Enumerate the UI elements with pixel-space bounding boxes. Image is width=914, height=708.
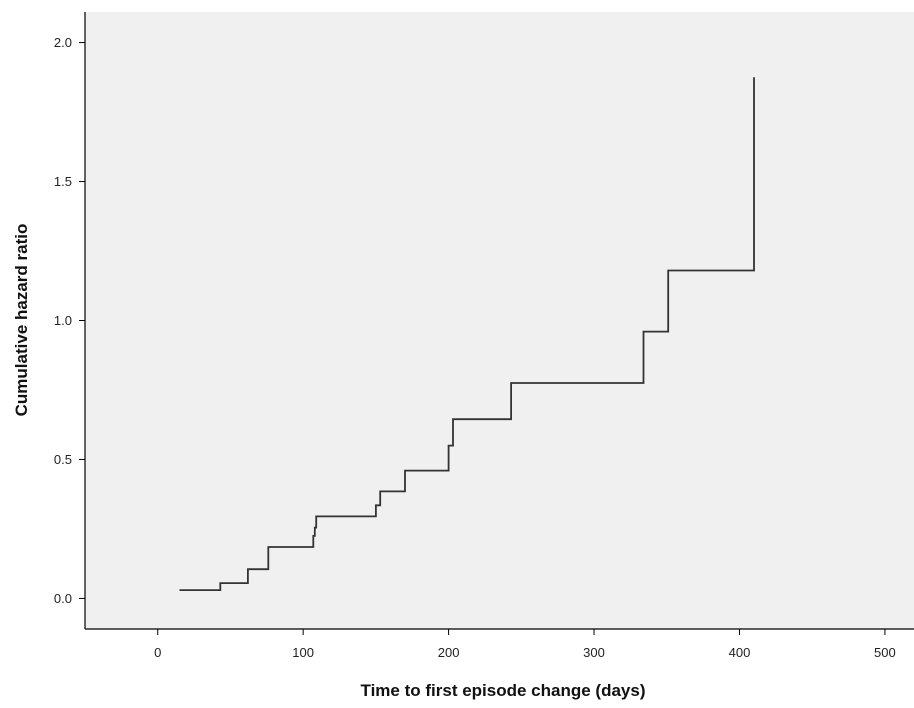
y-tick-label: 1.0: [54, 313, 72, 328]
x-tick-label: 400: [729, 645, 751, 660]
x-tick-label: 200: [438, 645, 460, 660]
y-axis-title: Cumulative hazard ratio: [12, 224, 31, 417]
x-tick-label: 100: [292, 645, 314, 660]
y-tick-label: 0.5: [54, 452, 72, 467]
x-axis-title: Time to first episode change (days): [361, 681, 646, 700]
y-tick-label: 1.5: [54, 174, 72, 189]
x-tick-label: 300: [583, 645, 605, 660]
series-line: [179, 77, 755, 591]
x-tick-label: 0: [154, 645, 161, 660]
plot-area: [85, 12, 914, 629]
axis-ticks: 0 100 200 300 400 500 0.0 0.5 1.0 1.5 2.0: [54, 35, 896, 660]
y-tick-label: 0.0: [54, 591, 72, 606]
x-tick-label: 500: [874, 645, 896, 660]
y-tick-label: 2.0: [54, 35, 72, 50]
